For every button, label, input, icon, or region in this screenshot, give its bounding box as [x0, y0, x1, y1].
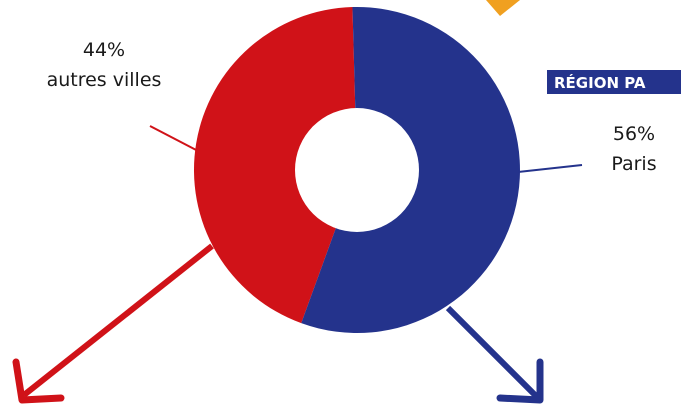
leader-line-autres-villes: [149, 125, 201, 153]
donut-hole: [295, 108, 419, 232]
region-badge: [547, 70, 681, 94]
slice-value-paris: 56%: [613, 123, 655, 145]
slice-label-paris: Paris: [611, 153, 656, 175]
leader-line-paris: [517, 164, 583, 173]
slice-value-autres-villes: 44%: [83, 39, 125, 61]
orange-accent-arrow: [486, 0, 520, 16]
arrow-down-left-icon: [12, 243, 214, 404]
region-badge-text: RÉGION PA: [554, 73, 646, 92]
arrow-down-right-icon: [445, 305, 544, 404]
donut-slice-autres-villes: [193, 7, 357, 324]
slice-label-autres-villes: autres villes: [47, 69, 162, 91]
